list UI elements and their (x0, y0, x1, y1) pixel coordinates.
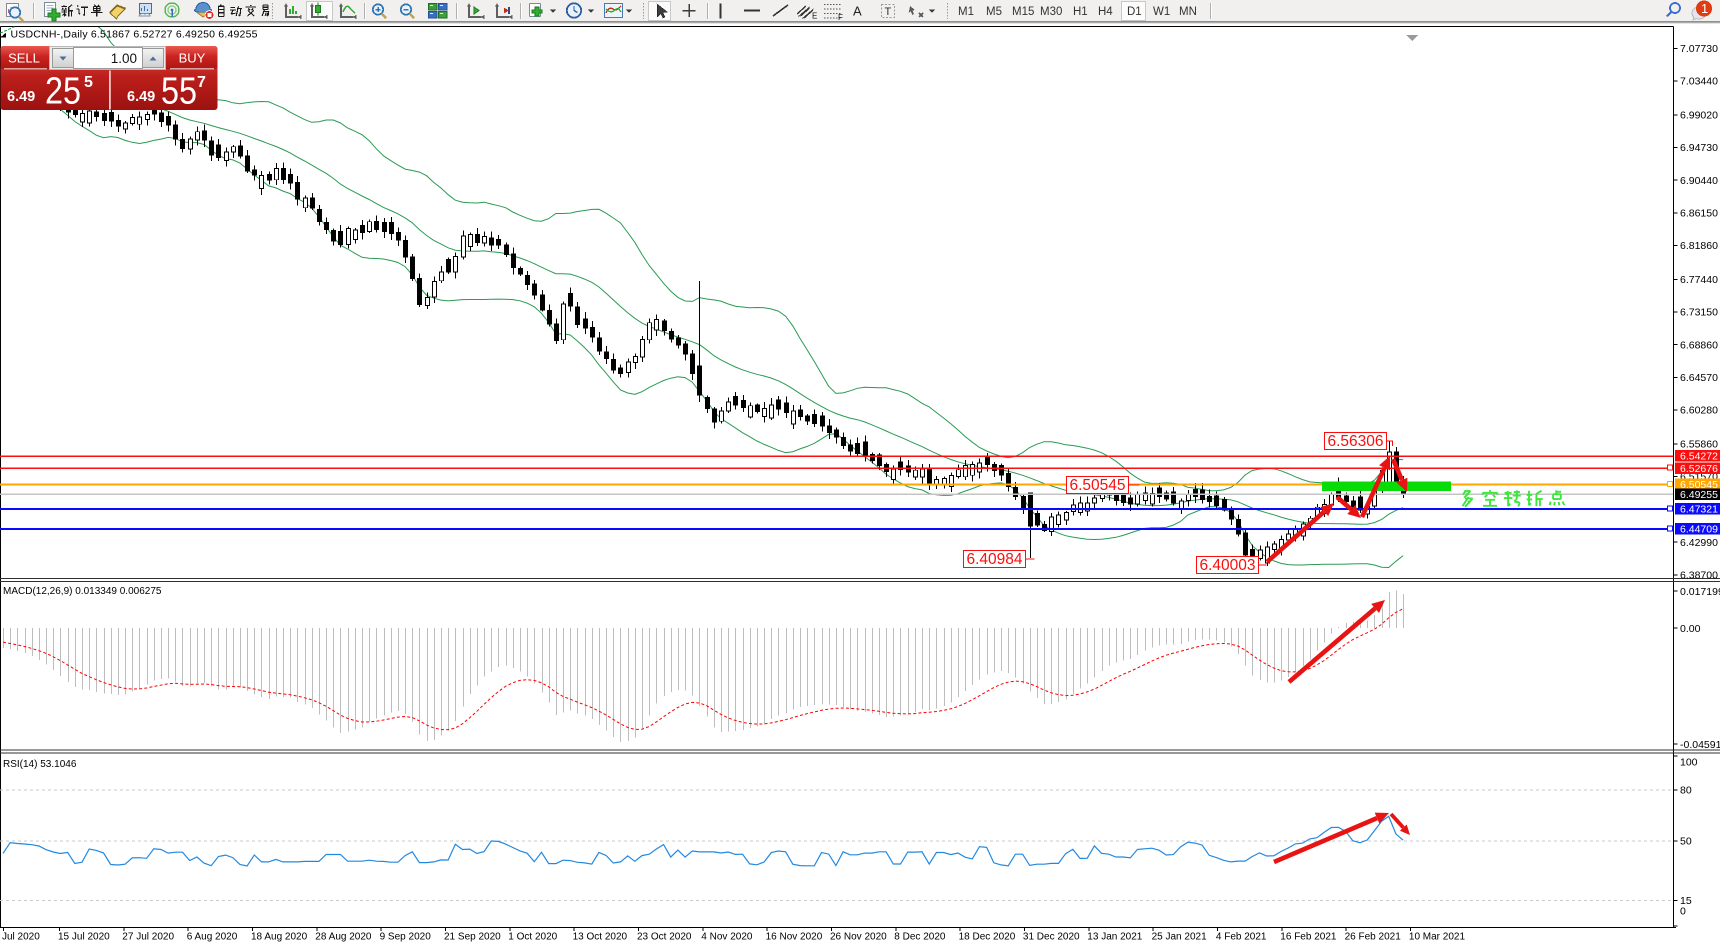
svg-text:6.94730: 6.94730 (1680, 142, 1718, 154)
svg-text:80: 80 (1680, 785, 1692, 797)
svg-text:6.44709: 6.44709 (1680, 524, 1718, 536)
svg-text:T: T (885, 6, 892, 18)
svg-text:6.40003: 6.40003 (1199, 557, 1255, 574)
svg-text:10 Mar 2021: 10 Mar 2021 (1409, 932, 1466, 943)
svg-text:55: 55 (161, 71, 197, 113)
svg-text:6.42990: 6.42990 (1680, 537, 1718, 549)
svg-text:H1: H1 (1073, 6, 1088, 18)
svg-text:MN: MN (1179, 6, 1197, 18)
svg-text:0.00: 0.00 (1680, 623, 1701, 635)
svg-text:7: 7 (197, 74, 206, 91)
svg-text:4 Nov 2020: 4 Nov 2020 (701, 932, 753, 943)
svg-text:6.77440: 6.77440 (1680, 274, 1718, 286)
svg-text:26 Feb 2021: 26 Feb 2021 (1345, 932, 1402, 943)
svg-text:25 Jan 2021: 25 Jan 2021 (1152, 932, 1207, 943)
svg-text:Jul 2020: Jul 2020 (2, 932, 40, 943)
svg-text:6.49255: 6.49255 (1680, 489, 1718, 501)
svg-text:USDCNH-,Daily 6.51867 6.52727: USDCNH-,Daily 6.51867 6.52727 6.49250 6.… (11, 29, 258, 41)
svg-text:6.56306: 6.56306 (1327, 433, 1383, 450)
svg-text:0.017199: 0.017199 (1680, 586, 1720, 598)
svg-text:7.03440: 7.03440 (1680, 76, 1718, 88)
svg-text:6.86150: 6.86150 (1680, 208, 1718, 220)
svg-text:E: E (812, 12, 817, 21)
svg-text:6.81860: 6.81860 (1680, 240, 1718, 252)
svg-text:M5: M5 (986, 6, 1002, 18)
svg-text:6.50545: 6.50545 (1680, 479, 1718, 491)
svg-text:6.38700: 6.38700 (1680, 570, 1718, 582)
svg-text:15 Jul 2020: 15 Jul 2020 (58, 932, 110, 943)
svg-text:6.64570: 6.64570 (1680, 372, 1718, 384)
svg-text:SELL: SELL (8, 51, 40, 66)
svg-text:23 Oct 2020: 23 Oct 2020 (637, 932, 692, 943)
svg-text:26 Nov 2020: 26 Nov 2020 (830, 932, 887, 943)
svg-text:6.54272: 6.54272 (1680, 451, 1718, 463)
svg-text:5: 5 (84, 74, 93, 91)
svg-text:50: 50 (1680, 836, 1692, 848)
svg-text:MACD(12,26,9) 0.013349 0.00627: MACD(12,26,9) 0.013349 0.006275 (3, 586, 162, 597)
svg-text:D1: D1 (1127, 6, 1142, 18)
svg-text:F: F (838, 13, 843, 22)
svg-text:25: 25 (45, 71, 81, 113)
svg-text:6.47321: 6.47321 (1680, 504, 1718, 516)
svg-text:18 Dec 2020: 18 Dec 2020 (959, 932, 1016, 943)
svg-text:6.50545: 6.50545 (1069, 477, 1125, 494)
svg-text:6.49: 6.49 (7, 89, 35, 105)
svg-text:6.49: 6.49 (127, 89, 155, 105)
svg-text:0: 0 (1680, 906, 1686, 918)
svg-text:1 Oct 2020: 1 Oct 2020 (508, 932, 557, 943)
svg-text:6.55860: 6.55860 (1680, 438, 1718, 450)
svg-text:M30: M30 (1040, 6, 1062, 18)
svg-text:6.52676: 6.52676 (1680, 463, 1718, 475)
svg-text:6.90440: 6.90440 (1680, 175, 1718, 187)
svg-text:16 Feb 2021: 16 Feb 2021 (1280, 932, 1337, 943)
svg-text:6.40984: 6.40984 (966, 551, 1022, 568)
svg-text:13 Oct 2020: 13 Oct 2020 (573, 932, 628, 943)
svg-text:27 Jul 2020: 27 Jul 2020 (122, 932, 174, 943)
svg-text:13 Jan 2021: 13 Jan 2021 (1087, 932, 1142, 943)
svg-text:100: 100 (1680, 757, 1698, 769)
svg-text:9 Sep 2020: 9 Sep 2020 (380, 932, 432, 943)
svg-text:W1: W1 (1153, 6, 1170, 18)
svg-text:6.99020: 6.99020 (1680, 109, 1718, 121)
svg-text:6.73150: 6.73150 (1680, 307, 1718, 319)
svg-text:RSI(14) 53.1046: RSI(14) 53.1046 (3, 759, 77, 770)
svg-text:6.60280: 6.60280 (1680, 405, 1718, 417)
svg-text:31 Dec 2020: 31 Dec 2020 (1023, 932, 1080, 943)
svg-text:6.68860: 6.68860 (1680, 339, 1718, 351)
svg-text:28 Aug 2020: 28 Aug 2020 (315, 932, 372, 943)
svg-text:1.00: 1.00 (111, 51, 137, 66)
svg-text:A: A (853, 4, 862, 19)
svg-text:21 Sep 2020: 21 Sep 2020 (444, 932, 501, 943)
svg-text:1: 1 (1701, 1, 1708, 16)
svg-text:18 Aug 2020: 18 Aug 2020 (251, 932, 308, 943)
svg-text:7.07730: 7.07730 (1680, 43, 1718, 55)
svg-text:6 Aug 2020: 6 Aug 2020 (187, 932, 238, 943)
svg-text:M15: M15 (1012, 6, 1034, 18)
svg-text:8 Dec 2020: 8 Dec 2020 (894, 932, 946, 943)
svg-text:H4: H4 (1098, 6, 1113, 18)
svg-text:4 Feb 2021: 4 Feb 2021 (1216, 932, 1267, 943)
svg-text:BUY: BUY (179, 51, 206, 66)
svg-text:-0.045919: -0.045919 (1680, 739, 1720, 751)
svg-text:M1: M1 (958, 6, 974, 18)
svg-text:16 Nov 2020: 16 Nov 2020 (766, 932, 823, 943)
svg-text:15: 15 (1680, 895, 1692, 907)
